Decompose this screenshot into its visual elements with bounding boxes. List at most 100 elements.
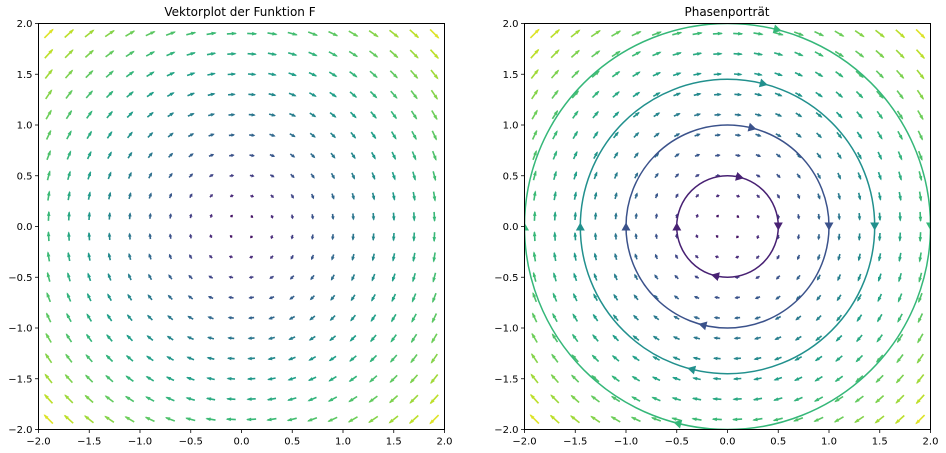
x-tick-label: −0.5 [665, 437, 689, 448]
quiver-arrow-head [818, 72, 824, 77]
quiver-arrow-head [146, 335, 152, 340]
quiver-arrow-head [328, 357, 334, 362]
quiver-arrow-head [878, 216, 882, 222]
quiver-arrow-head [231, 92, 236, 97]
quiver-arrow-head [836, 296, 841, 302]
quiver-arrow-head [896, 337, 902, 344]
quiver-arrow-head [672, 377, 678, 381]
quiver-arrow-head [64, 374, 70, 380]
quiver-arrow-head [713, 316, 718, 320]
quiver-arrow-head [898, 175, 902, 181]
trajectory-line [675, 174, 780, 279]
quiver-arrow-head [573, 231, 577, 237]
quiver-arrow-head [753, 356, 759, 361]
quiver-arrow-head [551, 353, 556, 359]
x-tick-label: 2.0 [437, 437, 453, 448]
quiver-arrow-head [696, 113, 702, 117]
trajectory-arrow [773, 222, 783, 231]
quiver-arrow-head [128, 192, 132, 197]
quiver-arrow-head [793, 397, 799, 402]
quiver-arrow-head [732, 417, 738, 422]
quiver-arrows [43, 28, 440, 425]
quiver-arrow-head [570, 394, 576, 400]
quiver-arrow-head [190, 52, 196, 56]
quiver-arrow-head [413, 73, 419, 79]
quiver-arrow-head [331, 93, 337, 98]
quiver-arrow-head [144, 416, 151, 421]
quiver-arrow-head [777, 113, 783, 117]
quiver-arrow-head [855, 357, 861, 363]
y-tick-label: 0.0 [17, 222, 33, 233]
quiver-arrow-head [634, 212, 638, 217]
quiver-arrow-head [210, 92, 216, 97]
quiver-arrow-head [308, 336, 314, 341]
quiver-arrow-head [736, 235, 739, 239]
quiver-arrow-head [594, 110, 599, 116]
quiver-arrow-head [67, 190, 71, 197]
quiver-arrow-head [228, 295, 232, 300]
quiver-arrow-head [351, 195, 355, 201]
quiver-arrow-head [733, 336, 738, 340]
quiver-arrow-head [348, 377, 354, 382]
quiver-arrow-head [757, 174, 761, 178]
quiver-arrow-head [128, 232, 132, 237]
quiver-arrow-head [837, 256, 841, 261]
quiver-arrow-head [817, 195, 821, 200]
quiver-arrow-head [432, 175, 437, 182]
x-tick-label: 0.5 [284, 437, 300, 448]
quiver-arrow-head [67, 251, 71, 258]
quiver-arrow-head [758, 31, 764, 36]
quiver-arrow-head [169, 152, 174, 157]
quiver-arrow-head [815, 316, 821, 321]
quiver-arrow-head [553, 109, 559, 116]
quiver-arrow-head [164, 417, 171, 421]
quiver-arrow-head [373, 53, 379, 58]
quiver-arrow-head [268, 295, 273, 300]
quiver-arrow-head [612, 314, 618, 319]
quiver-arrow-head [231, 31, 237, 36]
quiver-arrow-head [331, 174, 335, 180]
quiver-arrow-head [372, 134, 377, 140]
quiver-arrow-head [551, 333, 557, 339]
quiver-arrow-head [371, 195, 376, 201]
quiver-arrow-head [392, 216, 396, 222]
quiver-arrow-head [331, 256, 335, 261]
quiver-arrow-head [350, 296, 355, 302]
quiver-arrow-head [817, 236, 821, 241]
x-tick-label: 0.0 [720, 437, 736, 448]
quiver-arrow-head [209, 213, 213, 217]
quiver-arrow-head [899, 73, 905, 79]
quiver-arrow-head [148, 233, 152, 237]
quiver-arrow-head [125, 355, 131, 360]
quiver-arrow-head [918, 196, 923, 202]
quiver-arrow-head [797, 154, 802, 159]
quiver-arrow-head [857, 276, 862, 282]
quiver-arrow-head [166, 356, 172, 360]
quiver-arrow-head [634, 253, 638, 258]
quiver-arrow-head [290, 236, 294, 240]
quiver-arrow-head [837, 134, 843, 139]
quiver-arrow-head [128, 212, 132, 217]
quiver-arrow-head [532, 190, 537, 196]
quiver-arrow-head [814, 357, 820, 362]
quiver-arrow-head [205, 397, 212, 401]
y-tick-label: 1.5 [17, 70, 33, 81]
quiver-arrow-head [390, 337, 395, 343]
quiver-arrow-head [775, 276, 780, 280]
quiver-arrow-head [879, 73, 884, 79]
quiver-arrow-head [434, 33, 440, 39]
quiver-arrow-head [614, 151, 619, 157]
quiver-arrow-head [128, 111, 134, 117]
quiver-arrow-head [226, 356, 232, 361]
quiver-arrow-head [432, 196, 437, 202]
x-tick-label: −1.5 [563, 437, 587, 448]
quiver-arrow-head [431, 338, 436, 344]
quiver-arrow-head [251, 153, 255, 158]
quiver-arrow-head [231, 113, 236, 117]
quiver-arrow-head [714, 295, 718, 300]
quiver-arrow-head [737, 153, 741, 158]
quiver-arrow-head [371, 175, 376, 181]
quiver-arrow-head [573, 150, 578, 157]
quiver-arrow-head [46, 210, 51, 216]
quiver-arrow-head [697, 31, 703, 36]
